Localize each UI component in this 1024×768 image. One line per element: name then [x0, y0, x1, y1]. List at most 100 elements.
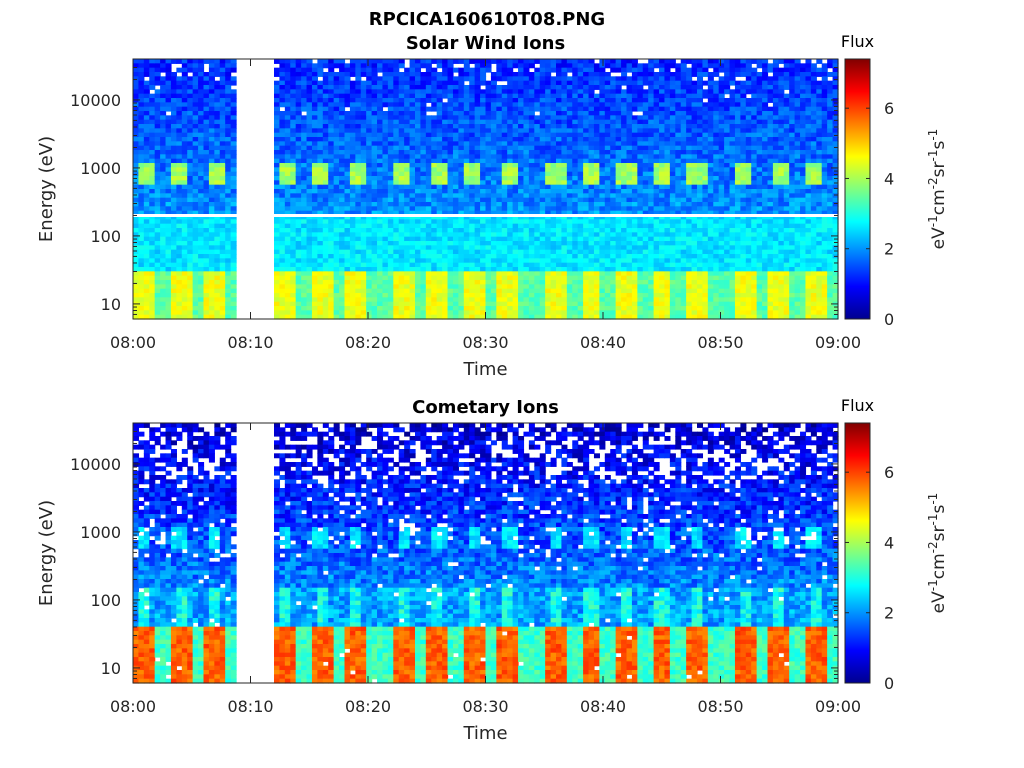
spectrogram-cell — [279, 89, 286, 95]
spectrogram-cell — [523, 189, 530, 194]
spectrogram-cell — [420, 288, 427, 294]
spectrogram-cell — [165, 167, 172, 173]
spectrogram-cell — [225, 271, 232, 277]
spectrogram-cell — [187, 254, 194, 259]
spectrogram-cell — [463, 306, 470, 311]
spectrogram-cell — [485, 115, 492, 121]
spectrogram-cell — [463, 111, 470, 116]
spectrogram-cell — [501, 137, 508, 142]
spectrogram-cell — [501, 102, 508, 108]
spectrogram-cell — [534, 310, 541, 316]
spectrogram-cell — [306, 232, 313, 238]
spectrogram-cell — [214, 301, 221, 307]
spectrogram-cell — [507, 297, 514, 303]
spectrogram-cell — [203, 176, 210, 181]
spectrogram-cell — [425, 180, 432, 186]
spectrogram-cell — [425, 93, 432, 99]
spectrogram-cell — [577, 275, 584, 281]
spectrogram-cell — [360, 241, 367, 246]
spectrogram-cell — [230, 275, 237, 281]
spectrogram-cell — [436, 76, 443, 82]
spectrogram-cell — [214, 232, 221, 238]
spectrogram-cell — [225, 267, 232, 272]
spectrogram-cell — [382, 76, 389, 82]
spectrogram-cell — [225, 310, 232, 316]
spectrogram-cell — [344, 93, 351, 99]
spectrogram-cell — [518, 93, 525, 99]
spectrogram-cell — [382, 163, 389, 168]
spectrogram-cell — [539, 184, 546, 190]
spectrogram-cell — [219, 119, 226, 125]
spectrogram-cell — [496, 102, 503, 108]
spectrogram-cell — [344, 89, 351, 95]
spectrogram-cell — [176, 98, 183, 103]
spectrogram-cell — [377, 280, 384, 285]
spectrogram-cell — [593, 280, 600, 285]
spectrogram-cell — [214, 158, 221, 164]
spectrogram-cell — [333, 115, 340, 121]
spectrogram-cell — [355, 202, 362, 207]
spectrogram-cell — [463, 163, 470, 168]
spectrogram-cell — [415, 280, 422, 285]
spectrogram-cell — [382, 249, 389, 255]
spectrogram-cell — [534, 106, 541, 112]
spectrogram-cell — [311, 89, 318, 95]
spectrogram-cell — [295, 154, 302, 160]
spectrogram-cell — [198, 258, 205, 264]
spectrogram-cell — [219, 137, 226, 142]
spectrogram-cell — [165, 254, 172, 259]
spectrogram-cell — [203, 128, 210, 134]
spectrogram-cell — [599, 197, 606, 203]
spectrogram-cell — [214, 150, 221, 155]
spectrogram-cell — [133, 124, 140, 129]
spectrogram-cell — [452, 258, 459, 264]
spectrogram-cell — [154, 254, 161, 259]
spectrogram-cell — [507, 284, 514, 290]
spectrogram-cell — [463, 59, 470, 64]
spectrogram-cell — [463, 210, 470, 216]
spectrogram-cell — [295, 76, 302, 82]
spectrogram-cell — [474, 128, 481, 134]
spectrogram-cell — [301, 154, 308, 160]
spectrogram-cell — [192, 93, 199, 99]
spectrogram-cell — [208, 197, 215, 203]
spectrogram-cell — [610, 102, 617, 108]
spectrogram-cell — [463, 119, 470, 125]
spectrogram-cell — [198, 111, 205, 116]
spectrogram-cell — [588, 145, 595, 151]
spectrogram-cell — [539, 206, 546, 212]
spectrogram-cell — [556, 258, 563, 264]
spectrogram-cell — [404, 72, 411, 77]
spectrogram-cell — [181, 184, 188, 190]
spectrogram-cell — [192, 189, 199, 194]
spectrogram-cell — [230, 193, 237, 199]
spectrogram-cell — [452, 193, 459, 199]
spectrogram-cell — [550, 106, 557, 112]
spectrogram-cell — [398, 93, 405, 99]
spectrogram-cell — [295, 197, 302, 203]
spectrogram-cell — [328, 284, 335, 290]
spectrogram-cell — [138, 271, 145, 277]
spectrogram-cell — [452, 184, 459, 190]
spectrogram-cell — [181, 228, 188, 233]
spectrogram-cell — [534, 189, 541, 194]
spectrogram-cell — [279, 63, 286, 69]
spectrogram-cell — [160, 180, 167, 186]
spectrogram-cell — [290, 137, 297, 142]
spectrogram-cell — [344, 80, 351, 86]
spectrogram-cell — [442, 67, 449, 73]
spectrogram-cell — [583, 206, 590, 212]
spectrogram-cell — [154, 137, 161, 142]
spectrogram-cell — [301, 89, 308, 95]
spectrogram-cell — [219, 223, 226, 229]
spectrogram-cell — [583, 176, 590, 181]
spectrogram-cell — [447, 76, 454, 82]
spectrogram-cell — [518, 141, 525, 147]
spectrogram-cell — [208, 145, 215, 151]
spectrogram-cell — [556, 76, 563, 82]
spectrogram-cell — [528, 306, 535, 311]
spectrogram-cell — [556, 232, 563, 238]
spectrogram-cell — [534, 210, 541, 216]
spectrogram-cell — [485, 297, 492, 303]
spectrogram-cell — [154, 293, 161, 298]
